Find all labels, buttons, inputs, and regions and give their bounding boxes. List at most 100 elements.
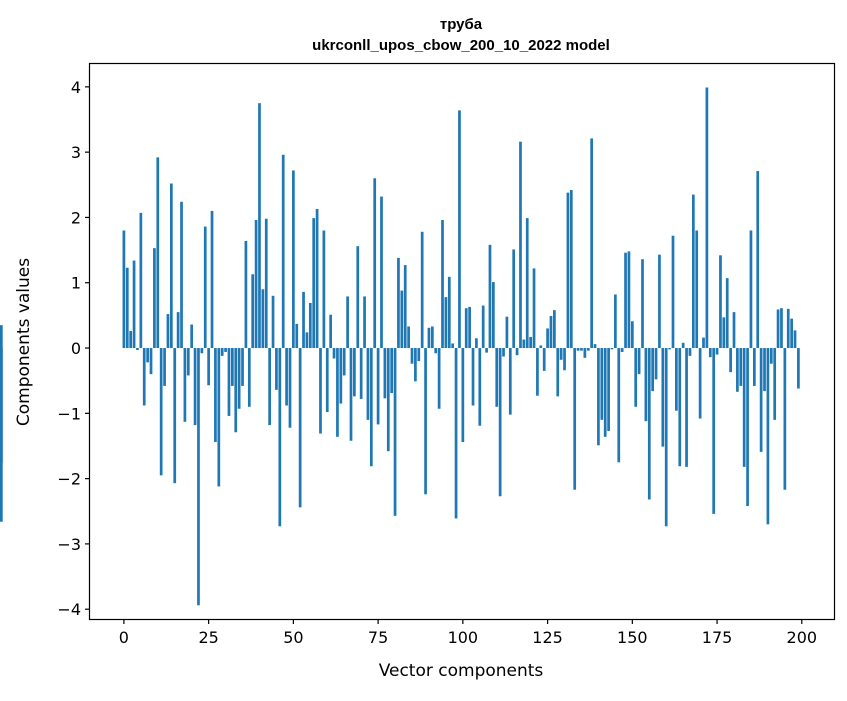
bar xyxy=(644,348,648,422)
bar xyxy=(759,348,763,452)
x-tick-label: 200 xyxy=(787,628,818,647)
bar xyxy=(339,348,343,404)
bar xyxy=(475,338,478,349)
bar xyxy=(203,226,207,349)
bar xyxy=(173,348,177,484)
y-tick-label: 1 xyxy=(71,274,81,293)
bar xyxy=(742,348,746,467)
bar xyxy=(346,296,349,349)
y-tick-label: −2 xyxy=(57,470,81,489)
bar xyxy=(153,248,156,349)
x-axis: 0 25 50 75 100 125 150 175 200 xyxy=(119,619,817,647)
bar xyxy=(529,336,532,349)
bar xyxy=(227,348,231,416)
bar xyxy=(691,194,695,349)
bar xyxy=(424,348,427,495)
bar xyxy=(485,348,488,353)
bar xyxy=(647,348,651,500)
bar xyxy=(532,268,536,349)
bar xyxy=(536,348,539,396)
bar xyxy=(688,348,692,356)
bar xyxy=(353,348,356,397)
bar xyxy=(264,218,268,349)
bar xyxy=(210,210,214,349)
bar xyxy=(414,348,417,382)
bar xyxy=(186,348,190,376)
bar xyxy=(410,348,414,364)
x-tick-label: 0 xyxy=(119,628,129,647)
bar xyxy=(641,259,644,349)
bar xyxy=(705,87,709,349)
bar xyxy=(369,348,373,467)
bar xyxy=(637,348,641,375)
bar xyxy=(237,348,241,409)
bar xyxy=(732,312,736,349)
bar xyxy=(329,314,333,349)
bar xyxy=(549,316,553,349)
bar xyxy=(322,230,326,349)
bar xyxy=(390,348,394,394)
bar xyxy=(302,291,305,349)
bar xyxy=(559,348,563,360)
bar xyxy=(308,302,312,349)
bar xyxy=(522,339,526,349)
bar xyxy=(786,308,790,349)
x-tick-label: 125 xyxy=(532,628,563,647)
bar xyxy=(190,324,194,349)
bar xyxy=(176,312,180,349)
bar xyxy=(451,343,455,349)
bar xyxy=(258,103,261,349)
bar xyxy=(769,348,773,364)
x-tick-label: 25 xyxy=(198,628,218,647)
bar xyxy=(617,348,621,463)
bar xyxy=(586,348,590,351)
bar xyxy=(251,274,255,349)
bar xyxy=(488,244,492,349)
bar xyxy=(715,348,719,355)
bar xyxy=(356,246,360,349)
y-tick-label: −3 xyxy=(57,535,81,554)
bar xyxy=(437,348,441,409)
bar xyxy=(197,348,200,606)
bar xyxy=(359,348,363,399)
bar xyxy=(675,348,678,411)
bar xyxy=(729,348,732,373)
bar xyxy=(569,190,573,349)
bar xyxy=(366,348,370,420)
bar xyxy=(268,348,271,426)
bar xyxy=(695,230,699,349)
bar xyxy=(664,348,668,527)
bar xyxy=(502,348,505,357)
bar xyxy=(325,348,329,413)
bar xyxy=(780,308,783,349)
bar xyxy=(278,348,282,527)
bar xyxy=(159,348,163,476)
bar xyxy=(217,348,221,487)
bar xyxy=(783,348,787,490)
bar xyxy=(752,348,756,386)
bar xyxy=(542,348,546,371)
bar xyxy=(298,348,302,508)
bar xyxy=(247,348,251,407)
bar xyxy=(698,348,702,419)
bar xyxy=(481,305,485,349)
bar xyxy=(681,342,685,349)
y-axis-label: Components values xyxy=(14,258,34,426)
bar xyxy=(156,157,160,349)
bar xyxy=(725,278,729,349)
bar xyxy=(275,348,278,390)
bar xyxy=(624,252,627,349)
bar xyxy=(468,306,471,349)
bar xyxy=(0,325,3,349)
bar xyxy=(736,348,739,392)
bar xyxy=(708,348,712,358)
bar xyxy=(702,337,705,349)
chart-title: труба xyxy=(440,16,483,33)
bar xyxy=(383,348,387,399)
bar xyxy=(430,326,434,349)
bar xyxy=(620,348,624,352)
bar xyxy=(214,348,217,443)
bar xyxy=(671,235,675,349)
y-tick-label: 2 xyxy=(71,208,81,227)
bar xyxy=(444,297,448,349)
